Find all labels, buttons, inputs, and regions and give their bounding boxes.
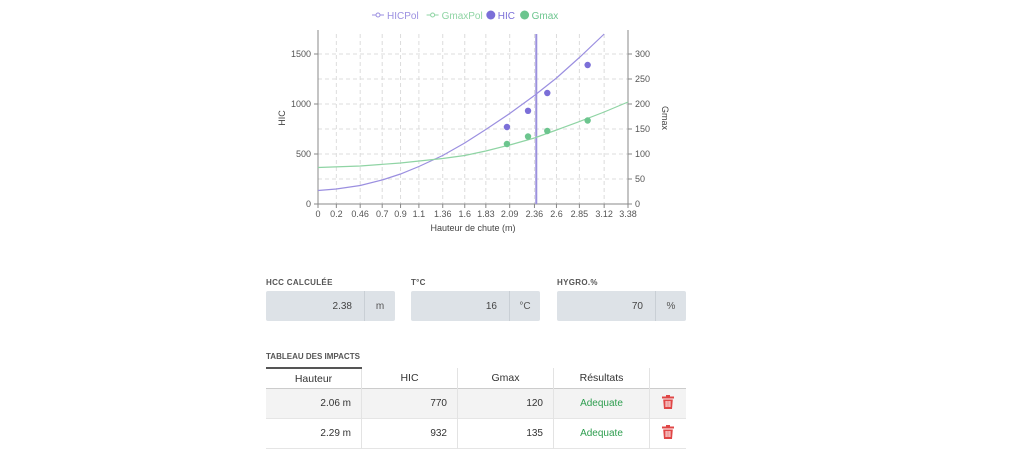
x-tick-label: 2.36 (526, 209, 544, 219)
row-actions (649, 388, 686, 419)
x-tick-label: 0 (315, 209, 320, 219)
row-hauteur: 2.06 m (266, 388, 362, 419)
y-right-tick-label: 100 (635, 149, 650, 159)
x-tick-label: 1.36 (434, 209, 452, 219)
y-right-tick-label: 200 (635, 99, 650, 109)
hcc-label: HCC CALCULÉE (266, 278, 333, 287)
impacts-header-row: Hauteur HIC Gmax Résultats (266, 367, 686, 389)
legend-label: HIC (498, 11, 515, 22)
x-tick-label: 0.9 (394, 209, 407, 219)
legend-label: HICPol (387, 11, 419, 22)
point-hic (503, 123, 511, 131)
temperature-unit: °C (509, 291, 540, 321)
point-gmax (503, 140, 511, 148)
table-row: 2.29 m 932 135 Adequate (266, 418, 686, 449)
temperature-field[interactable]: 16 °C (411, 291, 540, 321)
point-gmax (544, 127, 551, 135)
x-tick-label: 2.6 (550, 209, 563, 219)
legend-label: GmaxPol (442, 11, 483, 22)
row-hic: 932 (361, 418, 458, 449)
y-right-tick-label: 50 (635, 174, 645, 184)
row-gmax: 135 (457, 418, 554, 449)
row-result: Adequate (553, 418, 650, 449)
col-resultats[interactable]: Résultats (553, 368, 650, 389)
row-hic: 770 (361, 388, 458, 419)
point-hic (524, 107, 532, 115)
impacts-table: Hauteur HIC Gmax Résultats 2.06 m 770 12… (266, 367, 686, 449)
point-gmax (524, 133, 532, 140)
drop-test-chart: HICPol GmaxPol HIC Gmax 0 0.2 0.46 0.7 0.9 1.1 1.… (277, 10, 670, 233)
row-actions (649, 418, 686, 449)
y-right-tick-label: 150 (635, 124, 650, 134)
x-tick-label: 2.85 (571, 209, 589, 219)
temperature-label: T°C (411, 278, 426, 287)
legend-label: Gmax (532, 11, 559, 22)
row-hauteur: 2.29 m (320, 428, 351, 439)
x-tick-label: 0.46 (351, 209, 369, 219)
x-tick-label: 1.6 (458, 209, 471, 219)
hcc-unit: m (364, 291, 395, 321)
col-actions (649, 368, 686, 389)
y-left-tick-label: 500 (296, 149, 311, 159)
chart-series (317, 33, 629, 204)
trash-icon[interactable] (662, 395, 674, 412)
y-left-tick-label: 1500 (291, 49, 311, 59)
y-right-axis-label: Gmax (660, 106, 670, 131)
chart-legend: HICPol GmaxPol HIC Gmax (372, 10, 559, 22)
y-right-tick-label: 250 (635, 74, 650, 84)
hygro-value: 70 (631, 300, 643, 312)
point-gmax (584, 117, 591, 124)
hcc-value: 2.38 (332, 300, 352, 312)
table-row: 2.06 m 770 120 Adequate (266, 388, 686, 419)
y-right-tick-label: 300 (635, 49, 650, 59)
y-right-tick-label: 0 (635, 199, 640, 209)
x-tick-label: 3.12 (595, 209, 613, 219)
impacts-table-title: TABLEAU DES IMPACTS (266, 352, 360, 361)
series-line-hicpol (317, 33, 605, 192)
legend-dot-symbol (486, 10, 496, 20)
hygro-unit: % (655, 291, 686, 321)
chart-axes: 0 0.2 0.46 0.7 0.9 1.1 1.36 1.6 1.83 2.09 2.36 2.6 2… (291, 30, 650, 219)
series-line-gmaxpol (317, 101, 629, 169)
point-hic (584, 61, 591, 69)
col-hic[interactable]: HIC (361, 368, 458, 389)
y-left-tick-label: 0 (306, 199, 311, 209)
row-result: Adequate (553, 388, 650, 419)
temperature-value: 16 (485, 300, 497, 312)
trash-icon[interactable] (662, 425, 674, 442)
hcc-field[interactable]: 2.38 m (266, 291, 395, 321)
x-tick-label: 1.1 (413, 209, 426, 219)
hygro-label: HYGRO.% (557, 278, 598, 287)
col-gmax[interactable]: Gmax (457, 368, 554, 389)
chart-grid (317, 34, 629, 205)
x-tick-label: 3.38 (619, 209, 637, 219)
hygro-field[interactable]: 70 % (557, 291, 686, 321)
x-tick-label: 0.2 (330, 209, 343, 219)
y-left-axis-label: HIC (277, 110, 287, 126)
x-axis-label: Hauteur de chute (m) (430, 223, 515, 233)
legend-marker (430, 12, 436, 18)
legend-marker (375, 12, 381, 18)
point-hic (544, 89, 551, 97)
x-tick-label: 0.7 (376, 209, 389, 219)
y-left-tick-label: 1000 (291, 99, 311, 109)
row-gmax: 120 (457, 388, 554, 419)
x-tick-label: 2.09 (501, 209, 519, 219)
x-tick-label: 1.83 (477, 209, 495, 219)
legend-dot-symbol (520, 10, 530, 20)
col-hauteur[interactable]: Hauteur (266, 367, 362, 389)
